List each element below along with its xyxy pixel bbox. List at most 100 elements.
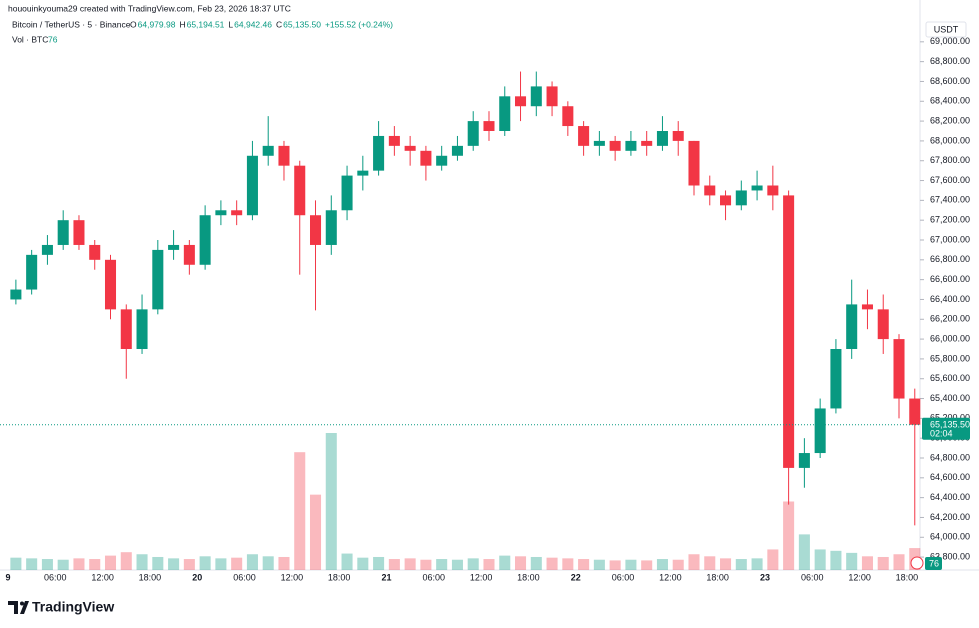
y-tick-label: 63,800.00	[930, 551, 970, 561]
candle-body	[735, 190, 747, 206]
x-tick-label: 18:00	[706, 572, 729, 582]
y-tick-label: 66,800.00	[930, 254, 970, 264]
volume-bar	[656, 559, 668, 570]
y-tick-label: 68,200.00	[930, 115, 970, 125]
volume-bar	[641, 560, 653, 570]
candle-body	[262, 145, 274, 156]
ohlc-value: 65,135.50	[283, 19, 321, 29]
volume-bar	[436, 559, 448, 570]
volume-bar	[73, 558, 85, 570]
candle-body	[57, 220, 69, 245]
candle-body	[120, 309, 132, 349]
candle-body	[704, 185, 716, 196]
y-tick-label: 64,600.00	[930, 472, 970, 482]
candle-body	[404, 145, 416, 151]
x-tick-label: 06:00	[801, 572, 824, 582]
candle-body	[309, 215, 322, 245]
candle-body	[294, 165, 306, 216]
y-tick-label: 67,800.00	[930, 155, 970, 165]
y-tick-label: 68,400.00	[930, 96, 970, 106]
volume-bar	[10, 557, 22, 570]
y-tick-label: 67,600.00	[930, 175, 970, 185]
volume-bar	[751, 558, 763, 570]
brand: TradingView	[32, 599, 114, 615]
y-tick-label: 64,000.00	[930, 532, 970, 542]
ohlc-key: C	[276, 19, 282, 29]
volume-bar	[199, 556, 211, 570]
x-tick-label: 12:00	[848, 572, 871, 582]
volume-bar	[231, 557, 243, 570]
volume-bar	[57, 559, 69, 570]
volume-bar	[467, 558, 479, 570]
candle-body	[246, 155, 258, 216]
candle-body	[562, 106, 574, 127]
candle-body	[688, 140, 700, 186]
ohlc-key: O	[130, 19, 137, 29]
candle-body	[10, 289, 22, 300]
x-tick-label: 22	[571, 572, 581, 582]
y-tick-label: 65,600.00	[930, 373, 970, 383]
x-tick-label: 18:00	[517, 572, 540, 582]
candle-body	[451, 145, 463, 156]
volume-bar	[798, 534, 810, 570]
volume-bar	[846, 552, 858, 570]
volume-bar	[861, 556, 873, 570]
volume-bar	[104, 555, 117, 570]
volume-bar	[41, 559, 53, 570]
x-tick-label: 06:00	[612, 572, 635, 582]
y-tick-label: 64,400.00	[930, 492, 970, 502]
currency: USDT	[934, 24, 959, 34]
candle-body	[73, 220, 85, 245]
candle-body	[467, 121, 479, 146]
y-tick-label: 66,400.00	[930, 294, 970, 304]
candle-body	[183, 244, 195, 265]
x-tick-label: 23	[760, 572, 770, 582]
ohlc-value: 65,194.51	[187, 19, 225, 29]
candle-body	[231, 210, 243, 216]
x-tick-label: 06:00	[233, 572, 256, 582]
volume-legend: Vol · BTC	[12, 34, 48, 44]
candle-body	[373, 135, 385, 171]
volume-bar	[136, 554, 148, 570]
volume-bar	[183, 559, 195, 570]
volume-bar	[672, 559, 684, 570]
volume-badge-value: 76	[929, 558, 939, 568]
alert-icon	[910, 556, 924, 570]
symbol[interactable]: Bitcoin / TetherUS · 5 · Binance	[12, 19, 131, 29]
y-tick-label: 67,200.00	[930, 215, 970, 225]
volume-bar	[704, 556, 716, 570]
candle-body	[783, 195, 795, 468]
volume-bar	[388, 559, 400, 570]
x-tick-label: 12:00	[281, 572, 304, 582]
candle-body	[388, 135, 400, 146]
volume-bar	[578, 559, 590, 570]
x-tick-label: 20	[192, 572, 202, 582]
candle-body	[641, 140, 653, 146]
volume-bar	[168, 558, 180, 570]
volume-badge	[925, 557, 942, 570]
ohlc-key: L	[228, 19, 233, 29]
y-tick-label: 65,800.00	[930, 353, 970, 363]
volume-bar	[609, 560, 621, 570]
candle-body	[846, 304, 858, 349]
y-tick-label: 67,400.00	[930, 195, 970, 205]
volume-bar	[357, 557, 369, 570]
volume-bar	[893, 554, 905, 570]
last-price-label: 65,135.50	[930, 420, 970, 430]
ohlc-value: 64,979.98	[138, 19, 176, 29]
volume-bar	[814, 549, 826, 570]
ohlc-value: 64,942.46	[234, 19, 272, 29]
candle-body	[278, 145, 290, 166]
candle-body	[546, 86, 558, 107]
plot-area	[0, 41, 924, 570]
volume-bar	[877, 556, 889, 570]
currency-box[interactable]	[925, 21, 967, 38]
volume-bar	[451, 559, 463, 570]
y-tick-label: 66,600.00	[930, 274, 970, 284]
volume-bar	[89, 559, 101, 570]
candle-body	[357, 170, 369, 176]
volume-bar	[546, 557, 558, 570]
volume-bar	[246, 554, 258, 570]
candle-body	[136, 309, 148, 349]
